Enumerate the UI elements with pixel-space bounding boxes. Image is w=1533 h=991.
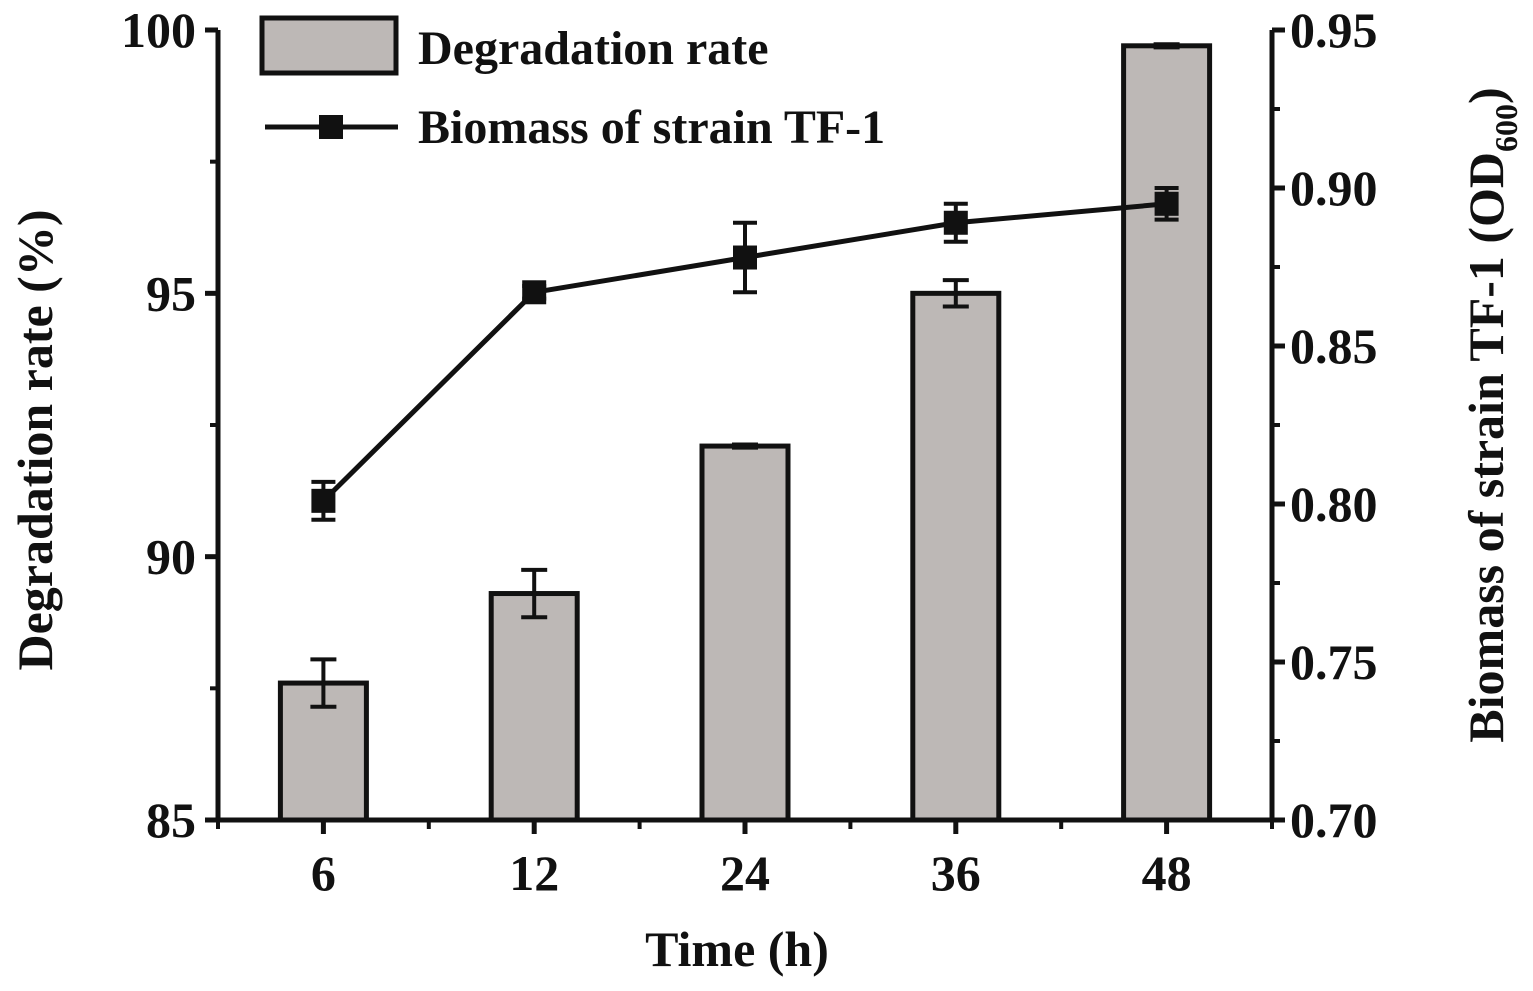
x-tick-label: 48 [1142, 845, 1192, 901]
point-marker-36h [943, 210, 968, 235]
left-tick-label: 100 [121, 2, 196, 58]
legend: Degradation rate Biomass of strain TF-1 [259, 15, 885, 154]
right-axis-title-main: Biomass of strain TF-1 (OD [1458, 152, 1514, 743]
left-tick-label: 95 [146, 265, 196, 321]
right-tick-label: 0.90 [1290, 160, 1378, 216]
x-tick-label: 12 [509, 845, 559, 901]
bar-36h [910, 290, 1002, 823]
right-tick-label: 0.80 [1290, 476, 1378, 532]
bar-48h [1121, 43, 1213, 823]
x-axis-title: Time (h) [645, 921, 829, 977]
right-axis-title-subscript: 600 [1488, 104, 1524, 152]
x-tick-label: 36 [931, 845, 981, 901]
point-marker-24h [733, 245, 757, 270]
legend-bar-swatch [259, 15, 399, 76]
legend-bar-label: Degradation rate [418, 22, 769, 75]
bar-12h [488, 591, 580, 823]
right-tick-label: 0.70 [1290, 792, 1378, 848]
right-axis-title-end: ) [1458, 87, 1514, 104]
axes-layer: 85 90 95 100 0.70 0.75 0.80 0.85 0.90 0.95 6 12 24 36… [121, 2, 1378, 901]
right-tick-label: 0.75 [1290, 634, 1378, 690]
legend-line-label: Biomass of strain TF-1 [418, 101, 885, 154]
x-tick-label: 6 [311, 845, 336, 901]
right-axis-title: Biomass of strain TF-1 (OD600) [1458, 87, 1524, 742]
left-tick-label: 90 [146, 529, 196, 585]
bar-24h [699, 443, 791, 823]
line-layer [311, 186, 1179, 522]
bars-layer [277, 42, 1213, 823]
right-tick-label: 0.95 [1290, 2, 1378, 58]
x-tick-label: 24 [720, 845, 770, 901]
point-marker-48h [1154, 191, 1179, 216]
point-marker-12h [522, 280, 547, 305]
left-tick-label: 85 [146, 792, 196, 848]
point-marker-6h [311, 488, 336, 513]
left-axis-title: Degradation rate (%) [7, 210, 63, 671]
right-tick-label: 0.85 [1290, 318, 1378, 374]
legend-square-marker-icon [319, 115, 343, 139]
